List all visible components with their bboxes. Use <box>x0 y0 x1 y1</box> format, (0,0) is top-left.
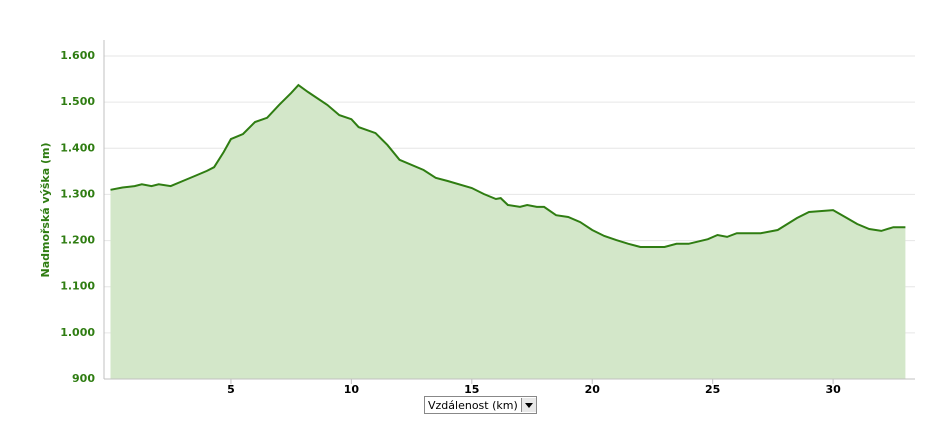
y-tick-label: 1.400 <box>60 141 95 154</box>
y-tick-label: 1.000 <box>60 326 95 339</box>
plot <box>104 55 915 380</box>
x-tick-label: 15 <box>464 383 479 396</box>
x-axis-select[interactable]: Vzdálenost (km) <box>424 396 537 414</box>
x-tick-label: 25 <box>705 383 720 396</box>
x-tick-label: 10 <box>344 383 360 396</box>
y-tick-label: 900 <box>72 372 95 385</box>
x-tick-label: 5 <box>227 383 235 396</box>
x-axis-label: Vzdálenost (km) <box>428 398 518 412</box>
x-tick-label: 30 <box>825 383 841 396</box>
y-axis-label: Nadmořská výška (m) <box>39 142 52 277</box>
y-tick-label: 1.600 <box>60 49 95 62</box>
line <box>110 83 906 248</box>
y-tick-label: 1.200 <box>60 234 95 247</box>
y-tick-label: 1.100 <box>60 280 95 293</box>
area-fill <box>110 85 906 379</box>
x-tick-label: 20 <box>585 383 601 396</box>
y-tick-label: 1.300 <box>60 187 95 200</box>
y-tick-label: 1.500 <box>60 95 95 108</box>
dropdown-arrow[interactable] <box>520 398 536 412</box>
